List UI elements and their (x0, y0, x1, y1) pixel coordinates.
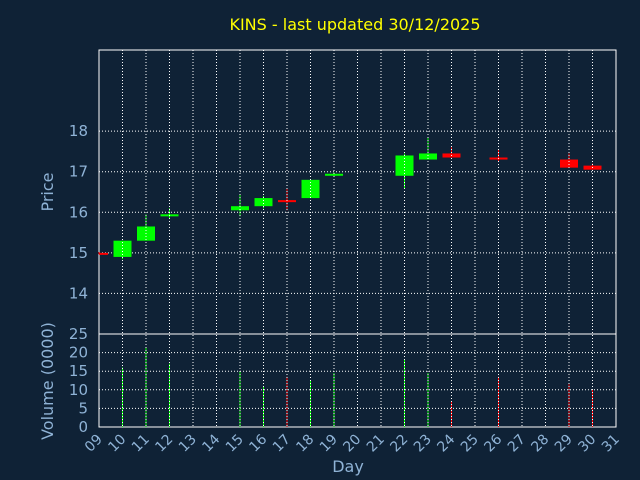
chart-title: KINS - last updated 30/12/2025 (229, 15, 480, 34)
volume-tick-label: 15 (69, 362, 88, 380)
price-tick-label: 14 (69, 284, 88, 302)
x-tick-label: 25 (458, 432, 482, 456)
candle-body (278, 200, 296, 203)
x-tick-label: 20 (340, 432, 364, 456)
candle-body (99, 252, 108, 255)
x-tick-label: 31 (599, 432, 623, 456)
candle-body (395, 155, 414, 176)
x-tick-label: 16 (246, 431, 270, 455)
price-axis-label: Price (38, 172, 57, 211)
candle-body (254, 198, 273, 207)
x-tick-label: 24 (434, 431, 458, 455)
candle (98, 252, 108, 255)
volume-tick-label: 5 (78, 399, 88, 417)
x-tick-label: 21 (364, 432, 388, 456)
x-tick-label: 10 (105, 432, 129, 456)
x-tick-label: 13 (176, 432, 200, 456)
x-tick-label: 11 (129, 432, 153, 456)
candle (113, 240, 132, 259)
volume-tick-label: 20 (69, 344, 88, 362)
volume-axis-label: Volume (0000) (38, 322, 57, 440)
volume-tick-label: 25 (69, 325, 88, 343)
x-tick-label: 29 (552, 432, 576, 456)
x-tick-label: 30 (575, 432, 599, 456)
price-panel: 14 15 16 17 18 (69, 49, 617, 335)
x-tick-label: 15 (223, 432, 247, 456)
x-axis-label: Day (332, 457, 364, 476)
x-tick-label: 18 (293, 432, 317, 456)
volume-tick-label: 10 (69, 381, 88, 399)
candle-body (419, 153, 437, 160)
x-tick-label: 22 (387, 432, 411, 456)
x-tick-label: 19 (317, 432, 341, 456)
x-tick-label: 26 (481, 431, 505, 455)
candle-body (325, 173, 343, 176)
price-tick-label: 16 (69, 203, 88, 221)
x-tick-label: 12 (152, 432, 176, 456)
price-tick-label: 15 (69, 244, 88, 262)
candle-body (231, 206, 249, 211)
volume-panel-border (98, 333, 617, 428)
x-tick-label: 23 (411, 432, 435, 456)
candle-body (560, 159, 578, 168)
x-tick-label: 14 (199, 431, 223, 455)
price-tick-label: 17 (69, 163, 88, 181)
x-tick-label: 17 (270, 432, 294, 456)
price-tick-label: 18 (69, 122, 88, 140)
x-tick-label: 27 (505, 432, 529, 456)
volume-tick-label: 0 (78, 418, 88, 436)
x-tick-label: 28 (528, 432, 552, 456)
